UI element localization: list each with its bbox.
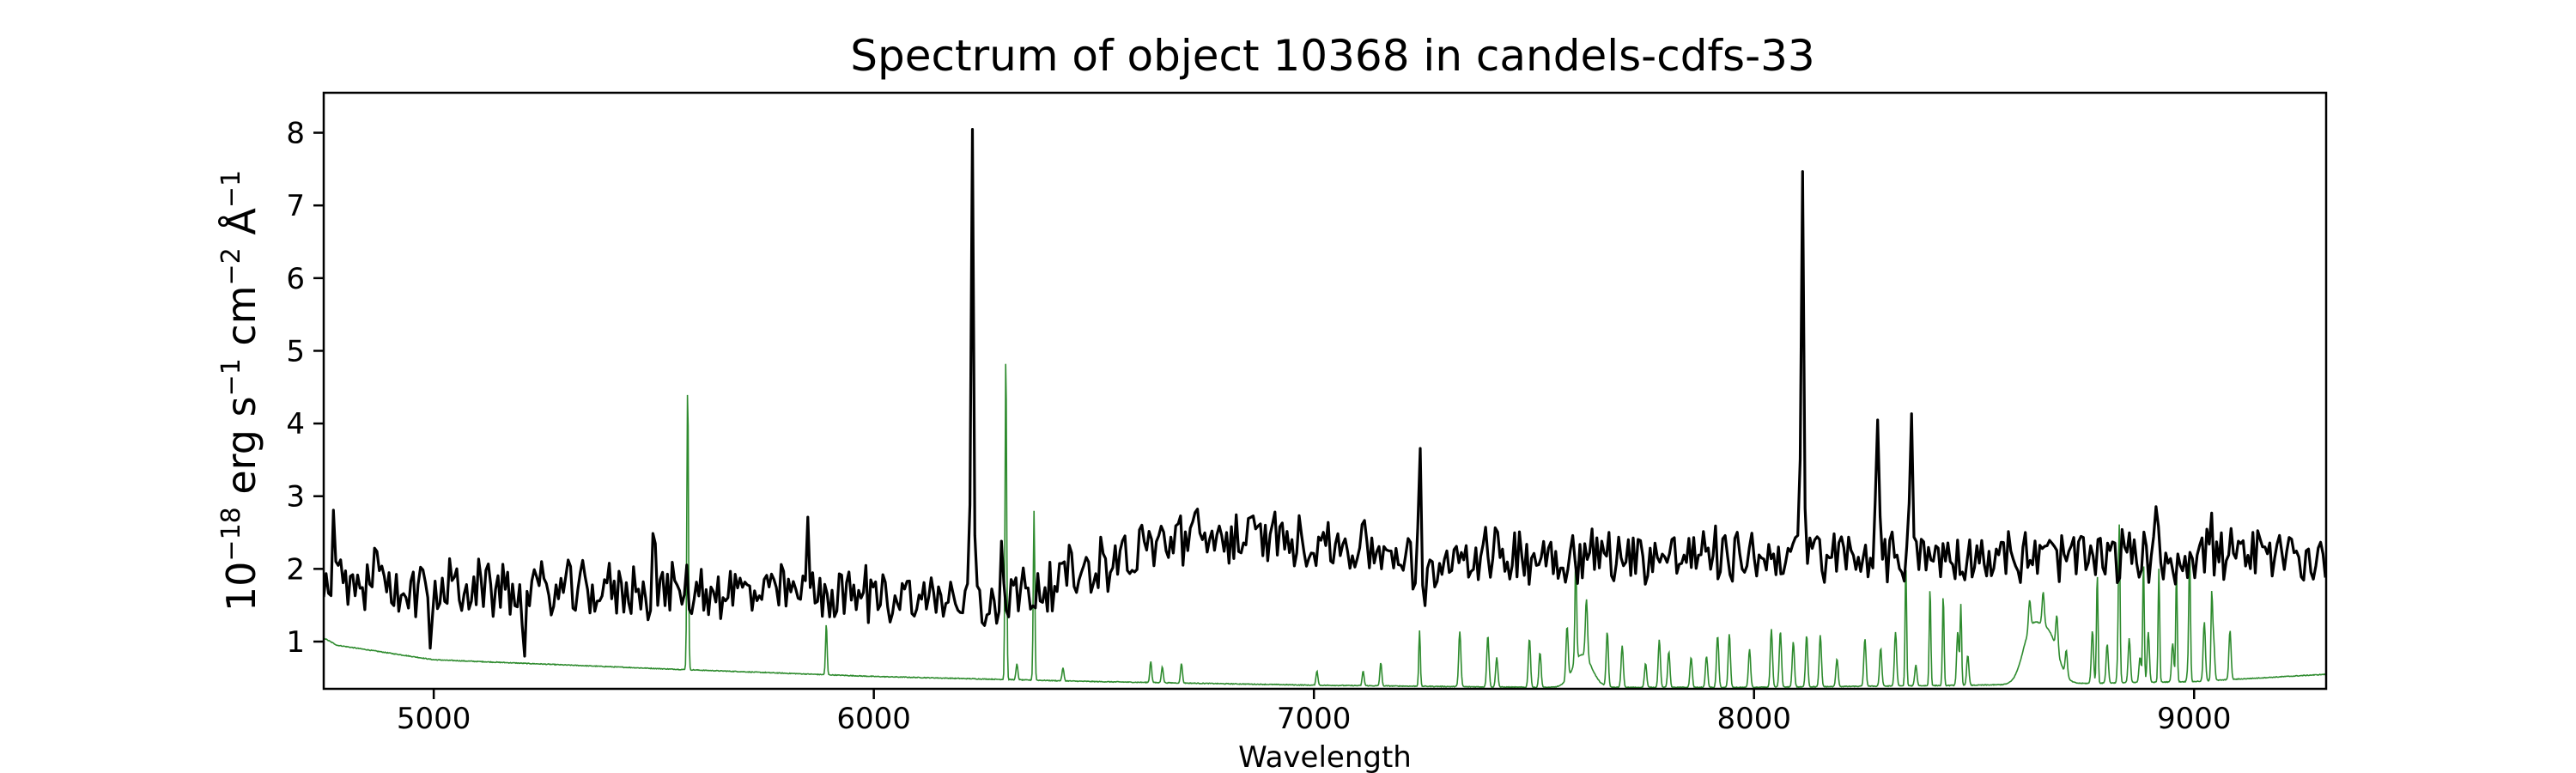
y-label-cm: cm [218, 285, 264, 358]
x-tick-label: 8000 [1716, 702, 1791, 736]
y-label-sup4: −1 [216, 170, 246, 208]
y-tick-label: 8 [286, 117, 305, 151]
y-label-erg: erg s [218, 396, 264, 507]
x-tick-label: 5000 [397, 702, 471, 736]
plot-frame [322, 91, 2328, 691]
x-tick-label: 7000 [1277, 702, 1352, 736]
y-axis-label: 10−18 erg s−1 cm−2 Å−1 [216, 170, 264, 612]
chart-title: Spectrum of object 10368 in candels-cdfs… [850, 31, 1815, 81]
y-axis-ticks: 1 2 3 4 5 6 7 8 [286, 117, 324, 660]
x-axis-label: Wavelength [1238, 740, 1412, 773]
series-layer [324, 128, 2326, 689]
x-tick-label: 9000 [2157, 702, 2232, 736]
y-tick-label: 7 [286, 189, 305, 223]
y-label-ang: Å [218, 208, 264, 248]
x-axis-ticks: 5000 6000 7000 8000 9000 [397, 689, 2232, 736]
y-tick-label: 3 [286, 480, 305, 514]
y-tick-label: 1 [286, 625, 305, 660]
x-tick-label: 6000 [836, 702, 911, 736]
y-label-prefix: 10 [218, 562, 264, 612]
object-spectrum-line [324, 128, 2326, 658]
sky-spectrum-line [324, 363, 2326, 689]
y-tick-label: 5 [286, 334, 305, 368]
y-label-sup3: −2 [216, 247, 246, 285]
y-label-sup1: −18 [216, 507, 246, 561]
y-tick-label: 4 [286, 407, 305, 441]
plot-area [324, 128, 2326, 689]
y-tick-label: 2 [286, 552, 305, 587]
y-label-sup2: −1 [216, 358, 246, 396]
y-tick-label: 6 [286, 262, 305, 296]
